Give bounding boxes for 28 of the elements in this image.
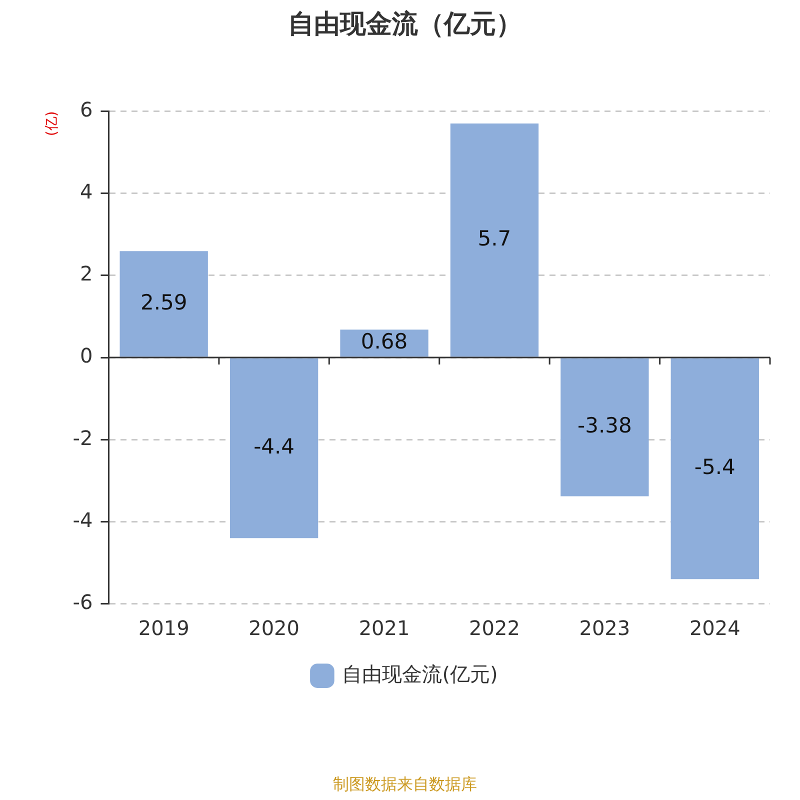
bar <box>450 124 539 357</box>
y-tick-label: 6 <box>80 97 93 122</box>
data-label: -3.38 <box>578 414 632 438</box>
x-tick-label: 2022 <box>469 616 520 640</box>
y-tick-label: -2 <box>72 426 93 450</box>
data-label: 2.59 <box>140 290 188 314</box>
y-axis-title: (亿) <box>44 111 60 136</box>
data-label: 0.68 <box>360 330 408 354</box>
bar <box>670 358 759 580</box>
y-tick-label: -4 <box>72 508 93 532</box>
x-tick-label: 2021 <box>358 616 410 640</box>
data-label: 5.7 <box>478 226 512 251</box>
text: 制图数据来自数据库 <box>333 774 477 794</box>
x-tick-label: 2019 <box>138 616 190 640</box>
x-tick-label: 2024 <box>689 616 740 640</box>
data-label: -4.4 <box>254 434 295 459</box>
y-tick-label: 2 <box>80 262 93 286</box>
x-tick-label: 2020 <box>248 616 300 640</box>
y-tick-label: -6 <box>72 590 93 614</box>
y-tick-label: 4 <box>80 180 93 204</box>
bar <box>120 251 208 357</box>
x-tick-label: 2023 <box>579 616 630 640</box>
chart-title: 自由现金流（亿元） <box>288 9 522 40</box>
bar <box>230 358 318 538</box>
y-tick-label: 0 <box>80 344 93 368</box>
bar <box>560 358 649 496</box>
legend-label: 自由现金流(亿元) <box>342 662 498 686</box>
data-label: -5.4 <box>694 455 736 480</box>
